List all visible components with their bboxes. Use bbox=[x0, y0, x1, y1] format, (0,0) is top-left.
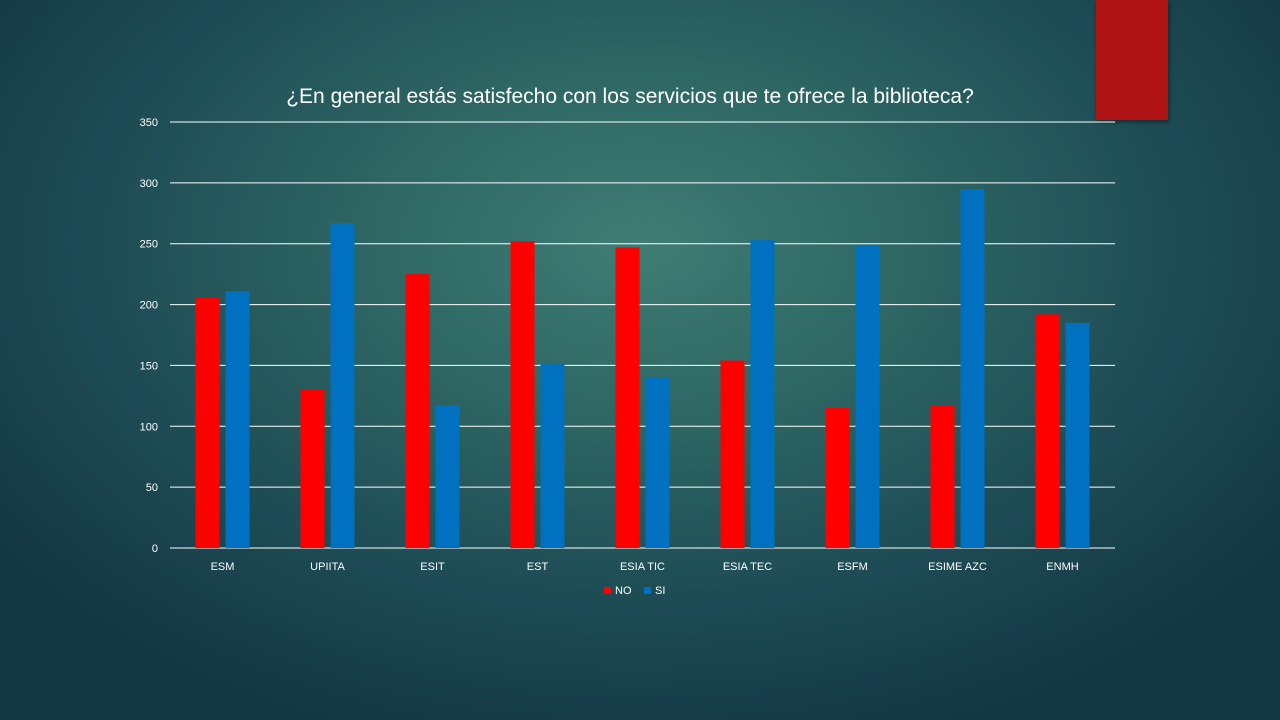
legend-label-si: SI bbox=[655, 585, 665, 597]
bar-si-esia-tic bbox=[645, 377, 670, 548]
bar-no-est bbox=[510, 241, 535, 548]
y-tick-label: 100 bbox=[140, 421, 158, 433]
y-tick-label: 350 bbox=[140, 117, 158, 129]
x-tick-label: ESFM bbox=[837, 561, 868, 573]
bar-si-est bbox=[540, 364, 565, 548]
x-tick-label: ENMH bbox=[1046, 561, 1078, 573]
bar-no-upiita bbox=[300, 389, 325, 548]
bar-si-esfm bbox=[855, 244, 880, 548]
x-tick-label: UPIITA bbox=[310, 561, 345, 573]
red-accent-tab bbox=[1096, 0, 1168, 120]
y-tick-label: 50 bbox=[146, 482, 158, 494]
x-tick-label: EST bbox=[527, 561, 549, 573]
bar-no-esm bbox=[195, 297, 220, 548]
y-tick-label: 200 bbox=[140, 300, 158, 312]
legend-label-no: NO bbox=[615, 585, 632, 597]
bar-no-enmh bbox=[1035, 314, 1060, 548]
y-tick-label: 0 bbox=[152, 543, 158, 555]
y-tick-label: 300 bbox=[140, 178, 158, 190]
x-tick-label: ESIT bbox=[420, 561, 445, 573]
y-tick-label: 250 bbox=[140, 239, 158, 251]
bar-no-esime-azc bbox=[930, 405, 955, 548]
bar-no-esit bbox=[405, 274, 430, 548]
bar-si-esit bbox=[435, 405, 460, 548]
x-tick-label: ESIA TIC bbox=[620, 561, 665, 573]
bar-si-esm bbox=[225, 291, 250, 548]
bar-si-esia-tec bbox=[750, 240, 775, 548]
bars bbox=[195, 188, 1090, 548]
bar-si-upiita bbox=[330, 223, 355, 548]
gridlines bbox=[170, 121, 1115, 549]
y-tick-label: 150 bbox=[140, 360, 158, 372]
bar-no-esfm bbox=[825, 408, 850, 548]
x-tick-label: ESM bbox=[211, 561, 235, 573]
y-axis-ticks: 0 50 100 150 200 250 300 350 bbox=[140, 117, 158, 555]
legend-swatch-si bbox=[644, 587, 651, 594]
bar-si-esime-azc bbox=[960, 188, 985, 548]
x-tick-label: ESIME AZC bbox=[928, 561, 987, 573]
bar-si-enmh bbox=[1065, 322, 1090, 548]
bar-no-esia-tec bbox=[720, 360, 745, 548]
chart-title: ¿En general estás satisfecho con los ser… bbox=[286, 85, 974, 108]
x-tick-label: ESIA TEC bbox=[723, 561, 772, 573]
bar-no-esia-tic bbox=[615, 247, 640, 548]
x-axis-ticks: ESM UPIITA ESIT EST ESIA TIC ESIA TEC ESFM ESIM… bbox=[211, 561, 1079, 573]
legend-swatch-no bbox=[604, 587, 611, 594]
legend: NO SI bbox=[604, 585, 665, 597]
